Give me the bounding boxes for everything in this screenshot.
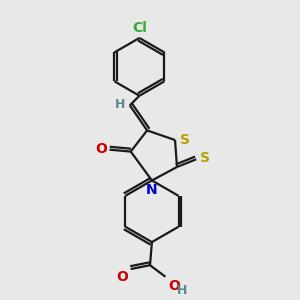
Text: H: H <box>115 98 125 111</box>
Text: N: N <box>146 183 158 197</box>
Text: Cl: Cl <box>132 21 147 35</box>
Text: S: S <box>180 133 190 147</box>
Text: S: S <box>200 151 210 165</box>
Text: O: O <box>95 142 107 156</box>
Text: O: O <box>168 279 180 293</box>
Text: O: O <box>116 270 128 284</box>
Text: H: H <box>177 284 187 298</box>
